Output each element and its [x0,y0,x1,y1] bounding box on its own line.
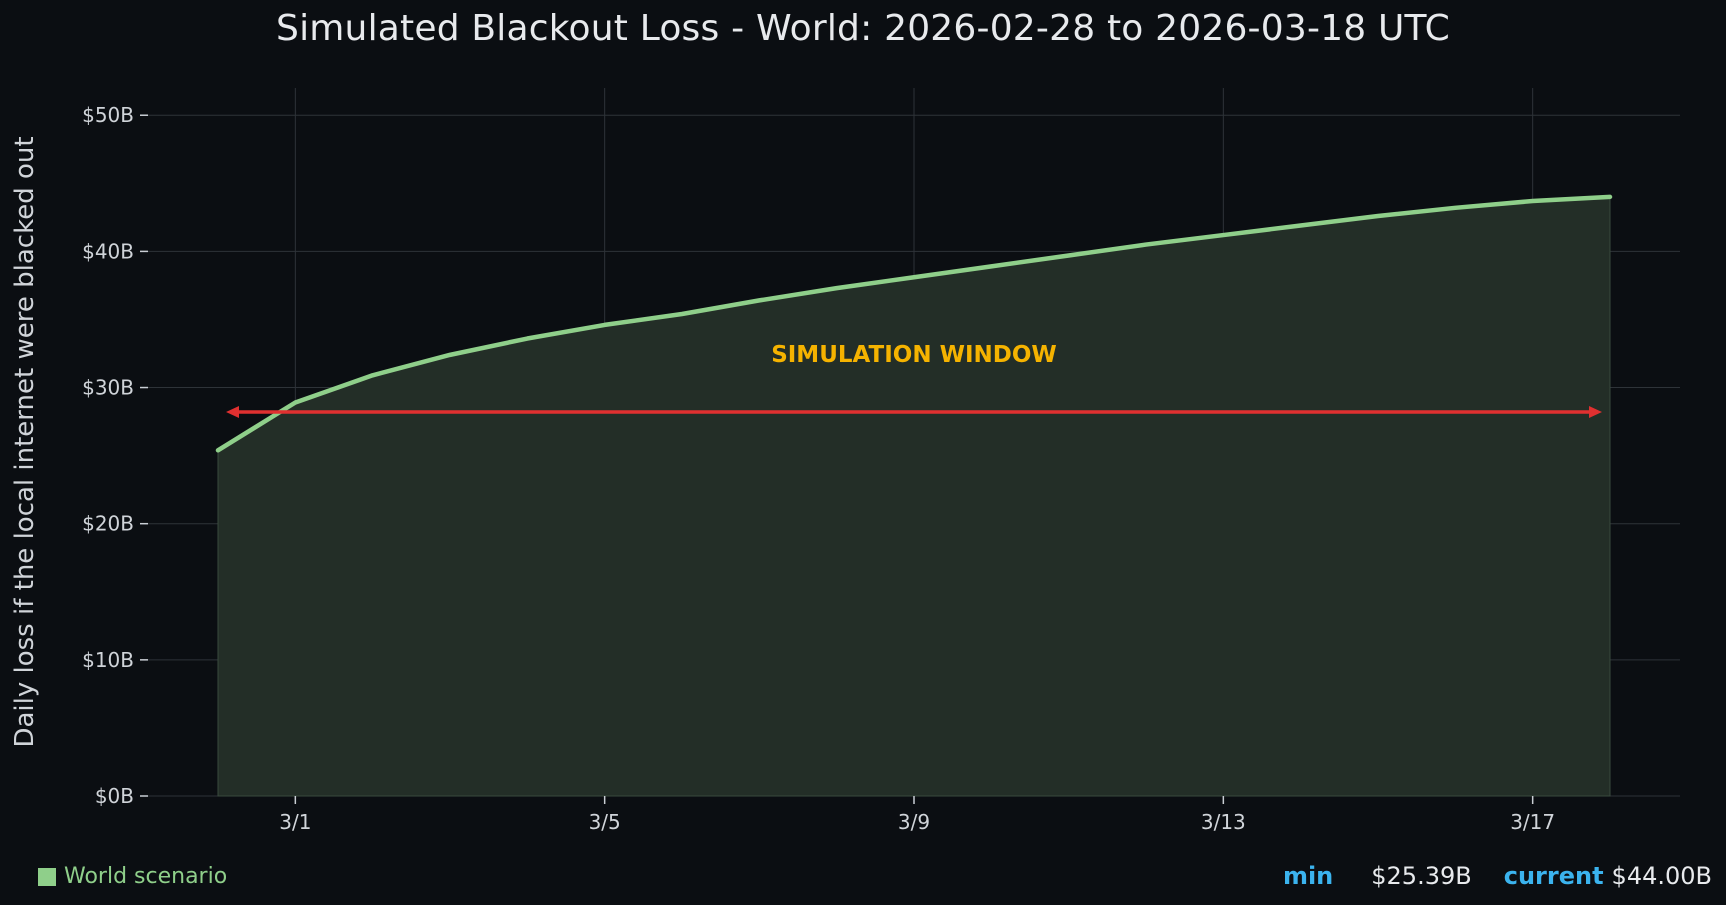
x-tick-label: 3/5 [589,810,621,834]
axes: $0B $10B $20B $30B $40B $50B 3/1 3/5 3/9 3/13 3/17… [10,103,1555,834]
series-line-world [215,194,1613,453]
area-fill-shape [217,196,1611,797]
y-axis-label: Daily loss if the local internet were bl… [10,136,40,747]
x-tick-label: 3/13 [1201,810,1246,834]
stat-min-label: min [1282,862,1334,890]
y-tick-label: $10B [82,648,134,672]
legend-swatch [38,867,56,886]
y-tick-label: $50B [82,103,134,127]
y-tick-label: $0B [95,784,134,808]
x-tick-label: 3/1 [279,810,311,834]
x-tick-label: 3/17 [1510,810,1555,834]
stat-min-value: $25.39B [1371,862,1472,890]
y-tick-label: $30B [82,376,134,400]
x-tick-label: 3/9 [898,810,930,834]
legend-label: World scenario [64,864,228,889]
chart-title: Simulated Blackout Loss - World: 2026-02… [276,8,1450,49]
legend: World scenario [38,864,227,889]
arrow-head-left [226,406,239,419]
area-fill [217,196,1611,797]
series-line [215,194,1613,453]
y-tick-label: $20B [82,512,134,536]
stat-current-value: $44.00B [1611,862,1712,890]
simulation-window-label: SIMULATION WINDOW [771,342,1057,368]
arrow-head-right [1589,406,1602,419]
stats-bar: min $25.39B current $44.00B [1283,862,1712,890]
annotation: SIMULATION WINDOW [226,342,1602,419]
y-tick-label: $40B [82,239,134,263]
stat-current-label: current [1503,862,1604,890]
